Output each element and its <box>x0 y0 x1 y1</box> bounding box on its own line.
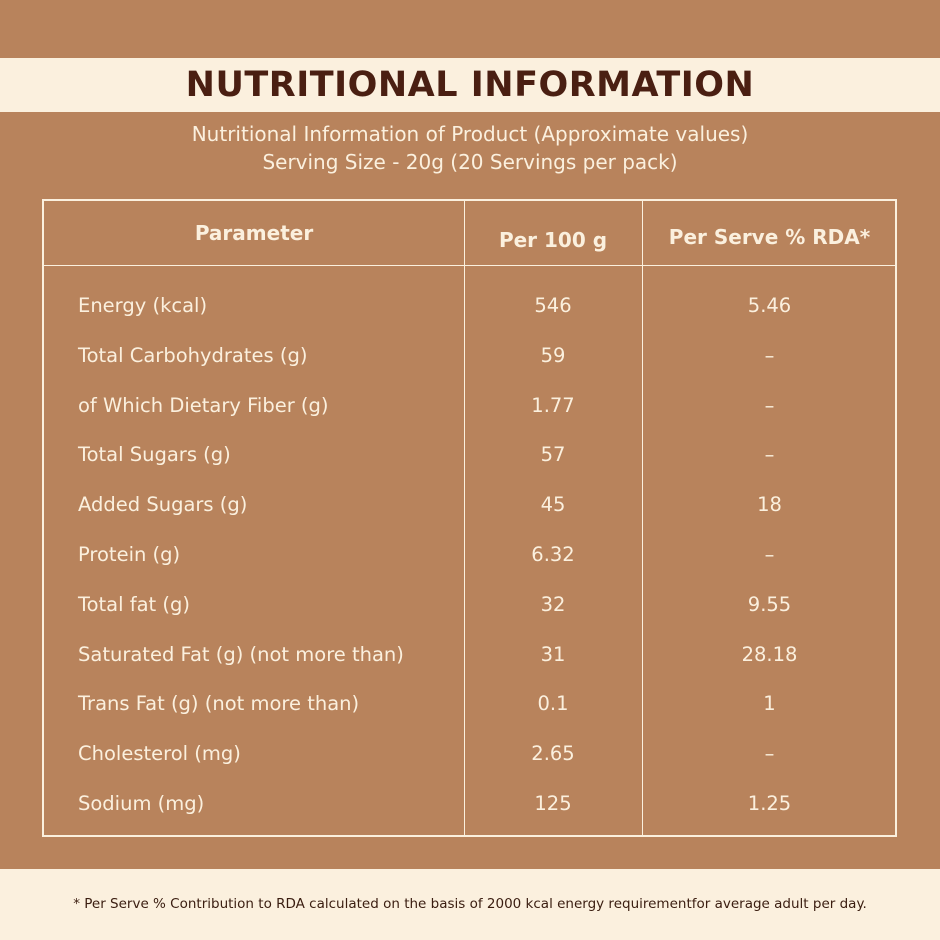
page-title: NUTRITIONAL INFORMATION <box>185 65 755 105</box>
parameter-cell: Total Sugars (g) <box>78 443 231 467</box>
parameter-cell: Protein (g) <box>78 542 181 566</box>
table-row: Total Carbohydrates (g) 59 – <box>44 329 895 379</box>
per100-cell: 125 <box>534 791 572 815</box>
table-row: Saturated Fat (g) (not more than) 31 28.… <box>44 628 895 678</box>
parameter-cell: Cholesterol (mg) <box>78 742 241 766</box>
header-per-100g: Per 100 g <box>498 228 608 252</box>
per100-cell: 0.1 <box>537 692 569 716</box>
table-row: Total fat (g) 32 9.55 <box>44 578 895 628</box>
parameter-cell: Energy (kcal) <box>78 294 208 317</box>
footnote-band: * Per Serve % Contribution to RDA calcul… <box>0 869 940 940</box>
column-divider <box>642 201 643 835</box>
table-row: Cholesterol (mg) 2.65 – <box>44 727 895 777</box>
rda-cell: – <box>764 443 775 467</box>
header-divider <box>44 265 895 266</box>
parameter-cell: Sodium (mg) <box>78 791 205 815</box>
rda-cell: – <box>764 393 775 417</box>
per100-cell: 45 <box>540 493 566 517</box>
subtitle-description: Nutritional Information of Product (Appr… <box>191 122 749 146</box>
parameter-cell: Total fat (g) <box>78 592 190 616</box>
subtitle-serving-size: Serving Size - 20g (20 Servings per pack… <box>262 150 678 174</box>
rda-cell: 9.55 <box>747 592 792 616</box>
per100-cell: 31 <box>540 642 566 666</box>
header-per-serve-rda: Per Serve % RDA* <box>668 225 871 249</box>
per100-cell: 2.65 <box>531 742 575 766</box>
parameter-cell: of Which Dietary Fiber (g) <box>78 393 329 417</box>
table-row: Sodium (mg) 125 1.25 <box>44 777 895 827</box>
rda-cell: 28.18 <box>741 642 798 666</box>
rda-cell: 5.46 <box>747 294 792 317</box>
header-parameter: Parameter <box>194 221 314 245</box>
rda-cell: 1 <box>763 692 776 716</box>
table-row: Energy (kcal) 546 5.46 <box>44 279 895 329</box>
per100-cell: 59 <box>540 343 566 367</box>
title-band: NUTRITIONAL INFORMATION <box>0 58 940 112</box>
per100-cell: 546 <box>534 294 572 317</box>
per100-cell: 57 <box>540 443 566 467</box>
per100-cell: 1.77 <box>531 393 575 417</box>
parameter-cell: Added Sugars (g) <box>78 493 248 517</box>
parameter-cell: Saturated Fat (g) (not more than) <box>78 642 404 666</box>
table-row: of Which Dietary Fiber (g) 1.77 – <box>44 379 895 429</box>
column-divider <box>464 201 465 835</box>
parameter-cell: Trans Fat (g) (not more than) <box>78 692 360 716</box>
table-row: Protein (g) 6.32 – <box>44 528 895 578</box>
rda-cell: – <box>764 742 775 766</box>
table-row: Added Sugars (g) 45 18 <box>44 478 895 528</box>
table-row: Trans Fat (g) (not more than) 0.1 1 <box>44 677 895 727</box>
rda-cell: 1.25 <box>747 791 792 815</box>
footnote: * Per Serve % Contribution to RDA calcul… <box>73 896 867 912</box>
parameter-cell: Total Carbohydrates (g) <box>78 343 308 367</box>
per100-cell: 6.32 <box>531 542 575 566</box>
rda-cell: 18 <box>757 493 782 517</box>
rda-cell: – <box>764 542 775 566</box>
rda-cell: – <box>764 343 775 367</box>
per100-cell: 32 <box>540 592 566 616</box>
table-row: Total Sugars (g) 57 – <box>44 428 895 478</box>
nutrition-table: Parameter Per 100 g Per Serve % RDA* Ene… <box>42 199 897 837</box>
table-body: Energy (kcal) 546 5.46 Total Carbohydrat… <box>44 265 895 827</box>
